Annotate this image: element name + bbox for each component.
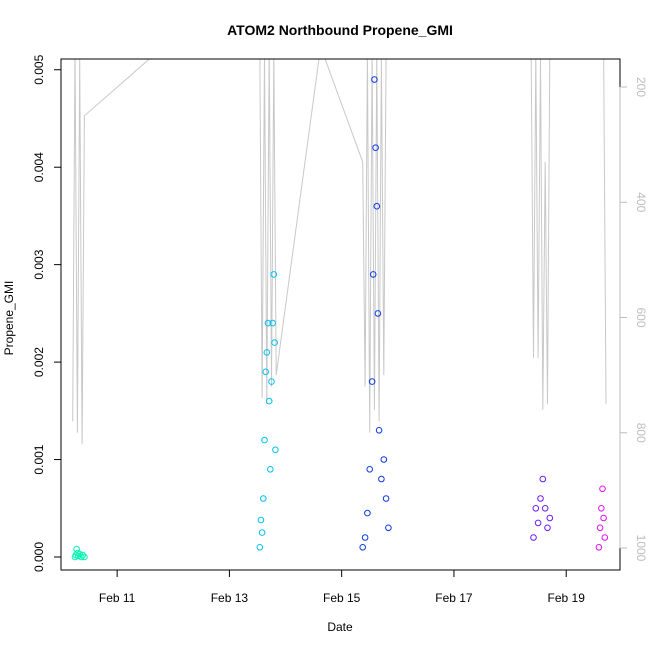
y-axis-label: Propene_GMI xyxy=(2,281,16,356)
data-point-2-8 xyxy=(373,202,381,210)
data-point-4-0 xyxy=(595,544,603,551)
profile-line-layer xyxy=(72,59,607,445)
data-point-2-2 xyxy=(364,509,371,517)
x-tick-label-2: Feb 15 xyxy=(323,591,361,605)
data-point-2-4 xyxy=(368,378,376,385)
data-point-0-2 xyxy=(73,545,80,553)
data-point-2-0 xyxy=(359,544,367,551)
data-point-3-2 xyxy=(534,519,542,527)
data-point-1-3 xyxy=(260,495,267,502)
y-tick-label-2: 0.002 xyxy=(32,347,46,377)
data-point-1-0 xyxy=(256,544,264,551)
data-points-layer xyxy=(71,76,609,561)
data-point-1-4 xyxy=(261,436,268,444)
y2-tick-label-2: 600 xyxy=(634,307,648,327)
data-point-3-0 xyxy=(530,534,537,541)
x-tick-label-3: Feb 17 xyxy=(435,591,473,605)
data-point-0-4 xyxy=(74,552,82,560)
y-tick-label-0: 0.000 xyxy=(32,542,46,572)
data-point-2-10 xyxy=(375,427,383,434)
data-point-2-7 xyxy=(372,144,379,151)
data-point-3-7 xyxy=(546,514,554,522)
data-point-2-14 xyxy=(385,524,392,532)
data-point-1-14 xyxy=(272,446,279,454)
data-point-3-1 xyxy=(532,505,540,512)
data-point-1-10 xyxy=(268,378,275,385)
y-tick-label-3: 0.003 xyxy=(32,249,46,279)
y2-tick-label-4: 1000 xyxy=(634,535,648,562)
y-tick-label-5: 0.005 xyxy=(32,54,46,84)
data-point-1-5 xyxy=(262,368,270,376)
data-point-1-11 xyxy=(269,319,277,327)
y2-axis: 200 400 600 800 1000 xyxy=(619,77,648,562)
data-point-4-4 xyxy=(600,514,607,522)
y2-tick-label-3: 800 xyxy=(634,423,648,443)
data-point-2-3 xyxy=(366,466,374,473)
y2-tick-label-1: 400 xyxy=(634,192,648,212)
data-point-3-5 xyxy=(541,505,549,512)
data-point-1-9 xyxy=(267,466,274,473)
data-point-2-11 xyxy=(378,475,385,483)
data-point-3-3 xyxy=(537,495,544,502)
data-point-4-3 xyxy=(599,485,606,493)
x-tick-label-4: Feb 19 xyxy=(548,591,586,605)
data-point-1-2 xyxy=(258,529,266,536)
data-point-1-7 xyxy=(264,319,272,327)
data-point-0-6 xyxy=(78,553,85,561)
x-tick-label-0: Feb 11 xyxy=(99,591,136,605)
data-point-3-4 xyxy=(539,475,547,483)
data-point-3-6 xyxy=(544,524,551,532)
data-point-1-13 xyxy=(271,339,278,346)
x-axis: Feb 11 Feb 13 Feb 15 Feb 17 Feb 19 xyxy=(99,569,586,605)
data-point-2-13 xyxy=(382,495,390,502)
y-axis: 0.000 0.001 0.002 0.003 0.004 0.005 xyxy=(32,54,62,572)
data-point-4-5 xyxy=(601,534,609,541)
chart-title: ATOM2 Northbound Propene_GMI xyxy=(227,22,453,38)
data-point-2-5 xyxy=(369,271,377,278)
y-tick-label-4: 0.004 xyxy=(32,152,46,182)
y2-tick-label-0: 200 xyxy=(634,77,648,97)
data-point-2-9 xyxy=(374,310,382,317)
x-tick-label-1: Feb 13 xyxy=(211,591,249,605)
data-point-2-1 xyxy=(361,534,369,541)
data-point-2-12 xyxy=(380,456,388,463)
y-tick-label-1: 0.001 xyxy=(32,444,46,474)
data-point-0-8 xyxy=(81,553,88,561)
profile-line xyxy=(72,59,607,445)
data-point-4-1 xyxy=(596,524,604,532)
data-point-1-1 xyxy=(257,516,265,524)
data-point-0-7 xyxy=(79,551,87,559)
data-point-1-12 xyxy=(270,271,278,278)
data-point-2-6 xyxy=(371,76,378,83)
data-point-4-2 xyxy=(598,505,605,512)
data-point-1-8 xyxy=(265,397,273,405)
data-point-1-6 xyxy=(263,349,271,356)
x-axis-label: Date xyxy=(327,620,353,634)
